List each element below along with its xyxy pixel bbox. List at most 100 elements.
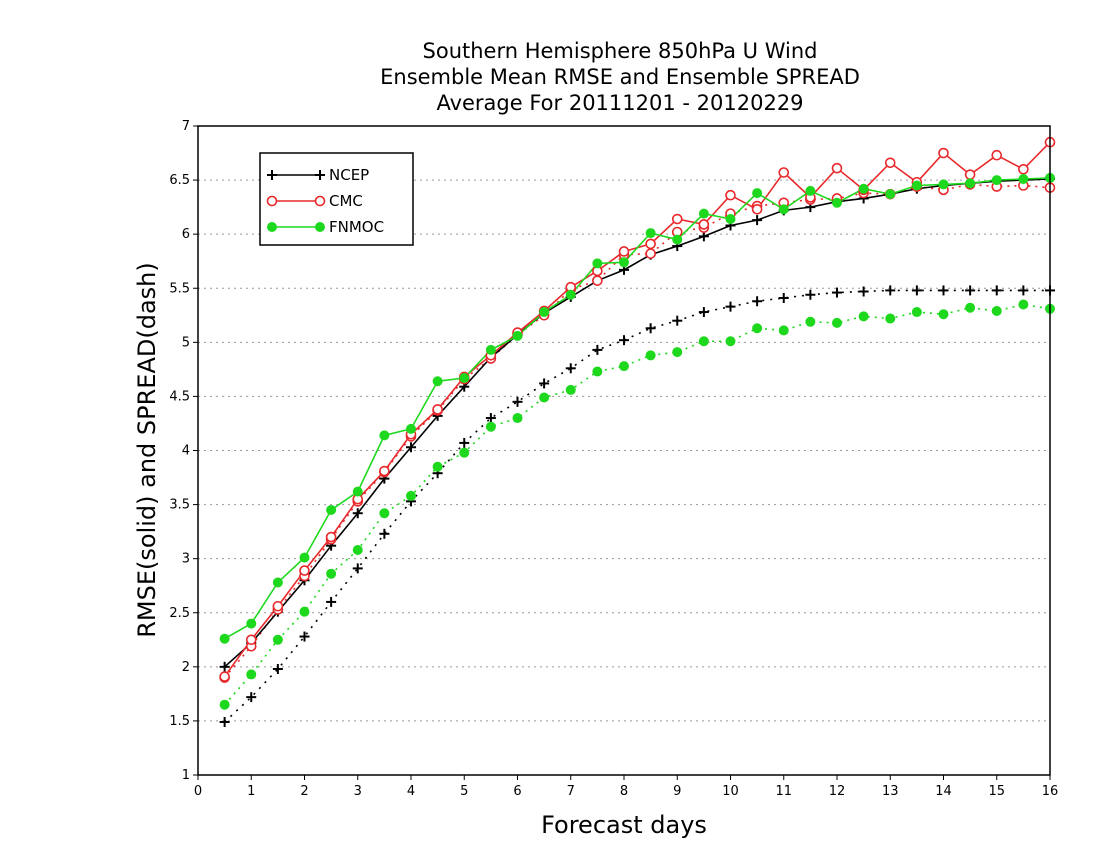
cmc-rmse-point [698, 219, 710, 230]
cmc-spread-line [224, 183, 1051, 679]
ncep-rmse-point [752, 215, 763, 226]
y-tick-label: 1.5 [169, 714, 190, 729]
legend-ncep-marker [267, 170, 277, 180]
ncep-spread-point [885, 285, 896, 296]
legend-fnmoc-marker [315, 222, 325, 232]
legend-ncep-label: NCEP [329, 166, 369, 184]
ncep-spread-point [299, 631, 310, 642]
chart-title: Southern Hemisphere 850hPa U Wind Ensemb… [380, 39, 860, 115]
cmc-rmse-point [1018, 163, 1029, 175]
ncep-spread-point [965, 285, 976, 296]
fnmoc-spread-point [379, 508, 390, 519]
fnmoc-spread-point [406, 490, 416, 501]
fnmoc-rmse-point [698, 208, 709, 219]
fnmoc-spread-point [619, 361, 629, 372]
cmc-rmse-point [725, 189, 736, 201]
cmc-rmse-point [379, 465, 390, 477]
cmc-rmse-point [432, 404, 443, 415]
x-tick-label: 9 [673, 784, 681, 799]
x-tick-label: 11 [775, 784, 792, 799]
y-tick-label: 5.5 [169, 281, 190, 296]
ncep-spread-point [565, 363, 576, 374]
ncep-spread-point [725, 301, 736, 312]
x-tick-label: 5 [460, 784, 468, 799]
fnmoc-rmse-line [224, 177, 1051, 640]
cmc-spread-point [645, 248, 656, 259]
ncep-spread-point [219, 716, 230, 727]
ncep-spread-point [352, 563, 363, 574]
fnmoc-spread-point [832, 317, 842, 328]
ncep-spread-point [246, 692, 257, 703]
y-tick-label: 2 [182, 660, 190, 675]
cmc-spread-point [592, 275, 603, 286]
y-tick-label: 4 [182, 444, 190, 459]
fnmoc-spread-point [352, 545, 363, 556]
ncep-spread-point [698, 307, 709, 318]
fnmoc-rmse-point [725, 214, 736, 225]
ncep-rmse-point [352, 508, 363, 519]
x-tick-label: 16 [1042, 784, 1059, 799]
cmc-rmse-point [991, 149, 1003, 161]
legend-cmc-marker [314, 195, 326, 207]
ncep-spread-point [379, 528, 390, 539]
y-axis-title: RMSE(solid) and SPREAD(dash) [133, 262, 161, 638]
ncep-spread-point [592, 344, 603, 355]
fnmoc-rmse-point [672, 234, 683, 245]
fnmoc-rmse-point [778, 204, 789, 215]
fnmoc-rmse-point [805, 185, 816, 196]
legend-box [259, 152, 414, 246]
y-tick-label: 1 [182, 768, 190, 783]
x-axis-ticks: 0 1 2 3 4 5 6 7 8 9 10 11 12 13 14 15 16 [194, 775, 1058, 799]
fnmoc-rmse-point [858, 183, 869, 194]
title-line-2: Ensemble Mean RMSE and Ensemble SPREAD [380, 65, 860, 89]
x-tick-label: 8 [620, 784, 628, 799]
fnmoc-spread-point [698, 336, 709, 347]
y-tick-label: 2.5 [169, 606, 190, 621]
fnmoc-rmse-point [459, 373, 470, 384]
fnmoc-spread-point [965, 302, 976, 313]
fnmoc-rmse-point [246, 618, 257, 629]
ncep-rmse-point [698, 231, 709, 242]
fnmoc-rmse-point [1018, 174, 1029, 185]
fnmoc-rmse-point [885, 189, 896, 200]
cmc-rmse-point [884, 157, 896, 169]
fnmoc-spread-point [805, 316, 816, 327]
fnmoc-spread-point [778, 325, 789, 336]
x-axis-title: Forecast days [541, 811, 707, 839]
fnmoc-spread-point [485, 421, 496, 432]
ncep-spread-point [326, 596, 337, 607]
ncep-spread-point [272, 663, 283, 674]
ncep-spread-point [512, 396, 523, 407]
fnmoc-spread-point [432, 461, 443, 472]
fnmoc-spread-point [645, 350, 656, 361]
fnmoc-rmse-point [592, 258, 603, 269]
x-tick-label: 13 [882, 784, 899, 799]
legend-cmc-label: CMC [329, 192, 363, 210]
ncep-spread-point [858, 286, 869, 297]
fnmoc-spread-point [592, 366, 603, 377]
ncep-spread-point [805, 289, 816, 300]
y-tick-label: 6 [182, 227, 190, 242]
fnmoc-spread-point [539, 392, 550, 403]
ncep-spread-point [485, 413, 496, 424]
cmc-rmse-point [645, 238, 656, 250]
fnmoc-rmse-point [299, 552, 310, 563]
fnmoc-spread-point [991, 305, 1002, 316]
legend-fnmoc-marker [267, 222, 277, 232]
legend-cmc-marker [266, 195, 278, 207]
legend-fnmoc-label: FNMOC [329, 218, 384, 236]
x-tick-label: 14 [935, 784, 952, 799]
fnmoc-spread-point [858, 311, 869, 322]
cmc-rmse-point [964, 169, 976, 180]
fnmoc-spread-point [885, 313, 896, 324]
spread-lines [224, 183, 1051, 723]
cmc-rmse-point [751, 203, 763, 215]
fnmoc-rmse-point [911, 180, 922, 191]
fnmoc-rmse-point [965, 178, 976, 189]
x-tick-label: 10 [722, 784, 739, 799]
fnmoc-spread-point [246, 669, 257, 680]
fnmoc-rmse-point [485, 344, 496, 355]
ncep-rmse-point [219, 661, 230, 672]
fnmoc-rmse-point [326, 504, 337, 515]
